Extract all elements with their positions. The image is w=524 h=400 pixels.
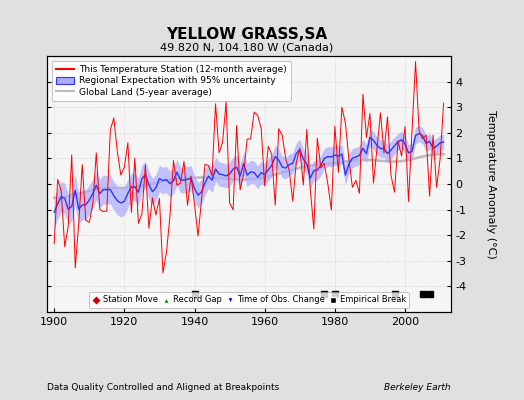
Y-axis label: Temperature Anomaly (°C): Temperature Anomaly (°C) — [486, 110, 496, 258]
Text: Berkeley Earth: Berkeley Earth — [384, 383, 451, 392]
Legend: Station Move, Record Gap, Time of Obs. Change, Empirical Break: Station Move, Record Gap, Time of Obs. C… — [89, 292, 409, 308]
Text: Data Quality Controlled and Aligned at Breakpoints: Data Quality Controlled and Aligned at B… — [47, 383, 279, 392]
Text: YELLOW GRASS,SA: YELLOW GRASS,SA — [166, 27, 327, 42]
Text: 49.820 N, 104.180 W (Canada): 49.820 N, 104.180 W (Canada) — [160, 42, 333, 52]
